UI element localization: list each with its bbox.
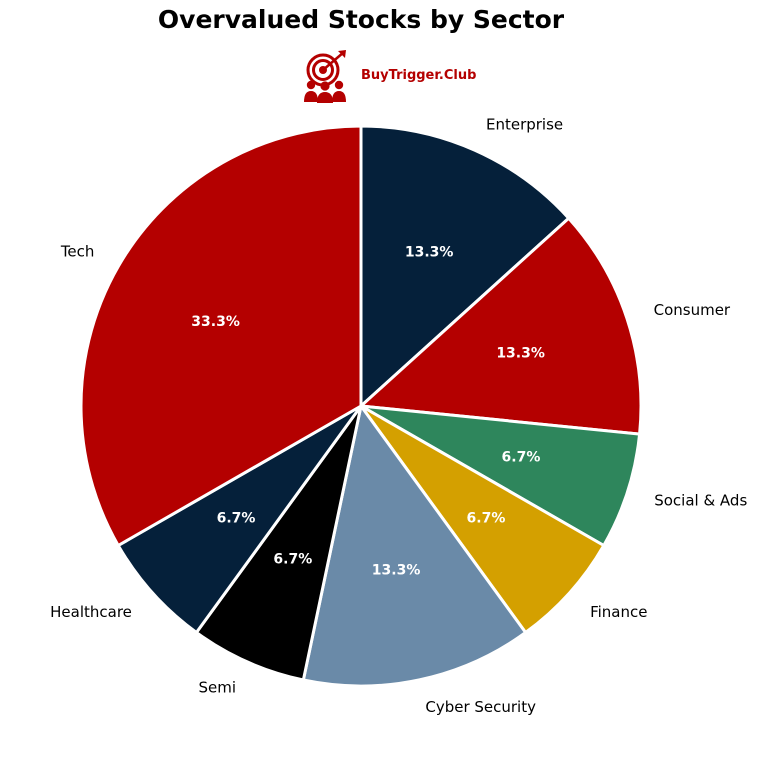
category-labels: Enterprise Consumer Social & Ads Finance Cyb… [50, 115, 747, 716]
percent-label-finance: 6.7% [467, 510, 506, 526]
pie-slice-enterprise [359, 124, 571, 408]
percent-label-consumer: 13.3% [496, 346, 545, 362]
category-label-cyber-security: Cyber Security [425, 698, 536, 716]
brand-logo: BuyTrigger.Club [304, 50, 476, 103]
category-label-consumer: Consumer [654, 301, 731, 319]
percent-label-enterprise: 13.3% [405, 244, 454, 260]
pie-slice-cyber-security [301, 404, 528, 688]
target-audience-icon [304, 50, 346, 103]
percent-labels: 13.3% 13.3% 6.7% 6.7% 13.3% 6.7% 6.7% 33.3% [191, 244, 545, 578]
percent-label-cyber-security: 13.3% [372, 562, 421, 578]
percent-label-tech: 33.3% [191, 314, 240, 330]
pie-slice-consumer [359, 216, 643, 436]
category-label-healthcare: Healthcare [50, 603, 132, 621]
pie-slice-tech [79, 124, 363, 547]
pie-slice-social-ads [359, 404, 642, 547]
pie-slices [79, 124, 643, 688]
pie-slice-healthcare [116, 404, 363, 635]
chart-title: Overvalued Stocks by Sector [158, 5, 565, 34]
percent-label-healthcare: 6.7% [217, 510, 256, 526]
pie-slice-finance [359, 404, 606, 635]
category-label-finance: Finance [590, 603, 647, 621]
pie-slice-semi [194, 404, 363, 682]
category-label-enterprise: Enterprise [486, 115, 563, 133]
category-label-social-ads: Social & Ads [654, 491, 747, 509]
brand-name: BuyTrigger.Club [361, 68, 476, 83]
percent-label-semi: 6.7% [273, 552, 312, 568]
category-label-semi: Semi [198, 679, 236, 697]
percent-label-social-ads: 6.7% [502, 449, 541, 465]
category-label-tech: Tech [60, 243, 95, 261]
